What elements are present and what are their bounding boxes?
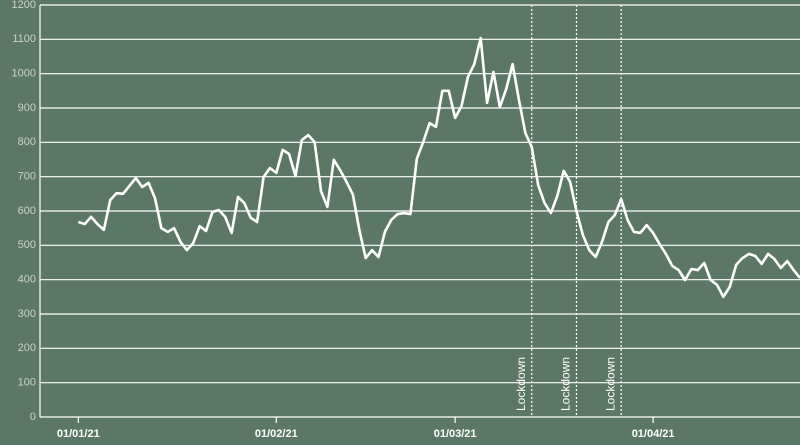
y-tick-label: 800 bbox=[18, 136, 36, 148]
x-tick-label: 01/04/21 bbox=[632, 428, 675, 440]
x-tick-label: 01/02/21 bbox=[255, 428, 298, 440]
annotation-label: Lockdown bbox=[514, 357, 528, 411]
y-tick-label: 100 bbox=[18, 377, 36, 389]
y-tick-label: 1000 bbox=[12, 68, 36, 80]
y-tick-label: 300 bbox=[18, 308, 36, 320]
y-tick-label: 1200 bbox=[12, 0, 36, 11]
y-tick-label: 200 bbox=[18, 342, 36, 354]
annotation-label: Lockdown bbox=[559, 357, 573, 411]
x-tick-label: 01/03/21 bbox=[434, 428, 477, 440]
y-tick-label: 700 bbox=[18, 171, 36, 183]
annotation-label: Lockdown bbox=[603, 357, 617, 411]
x-tick-label: 01/01/21 bbox=[57, 428, 100, 440]
y-tick-label: 1100 bbox=[12, 33, 36, 45]
y-tick-label: 500 bbox=[18, 239, 36, 251]
y-tick-label: 900 bbox=[18, 102, 36, 114]
y-tick-label: 400 bbox=[18, 274, 36, 286]
y-tick-label: 0 bbox=[30, 411, 36, 423]
data-line bbox=[77, 36, 800, 299]
y-tick-label: 600 bbox=[18, 205, 36, 217]
